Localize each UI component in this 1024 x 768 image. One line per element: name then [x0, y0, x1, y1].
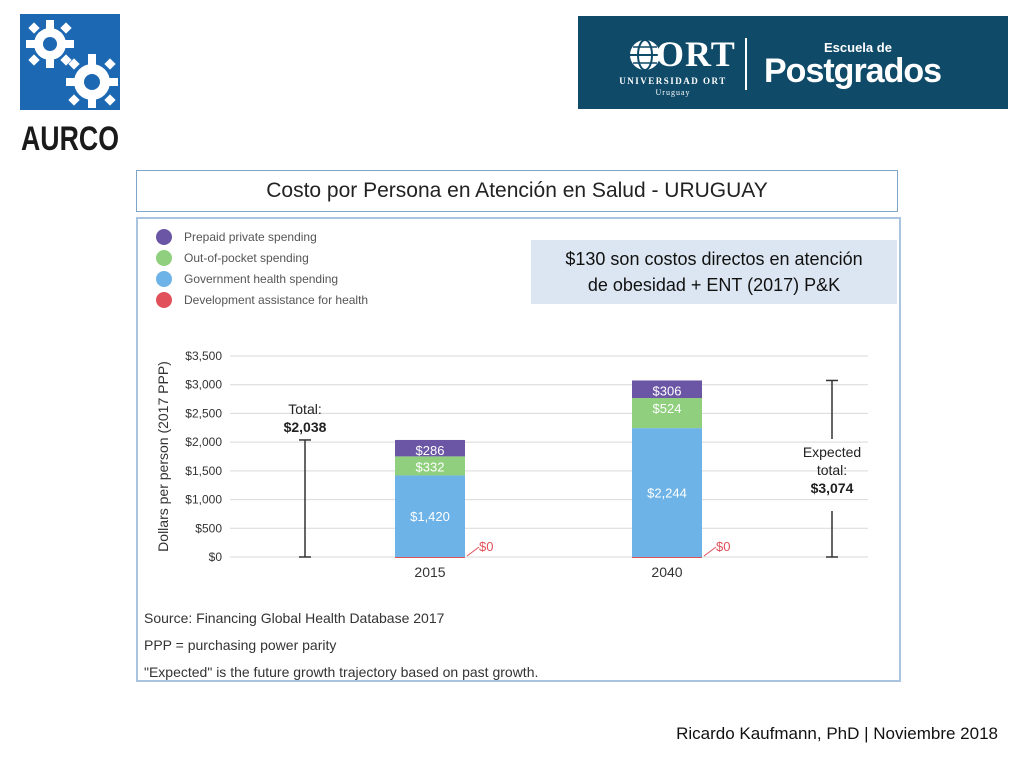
slide-footer: Ricardo Kaufmann, PhD | Noviembre 2018	[676, 724, 998, 743]
school-label: Escuela de	[824, 40, 892, 55]
postgrados-label: Postgrados	[764, 52, 942, 90]
y-axis-label: Dollars per person (2017 PPP)	[155, 361, 171, 552]
legend-swatch	[156, 292, 172, 308]
zero-label: $0	[479, 539, 493, 554]
source-note: "Expected" is the future growth trajecto…	[144, 664, 538, 680]
data-label: $332	[416, 459, 445, 474]
legend-swatch	[156, 229, 172, 245]
y-tick-label: $500	[195, 521, 222, 535]
data-label: $2,244	[647, 486, 687, 501]
legend-swatch	[156, 250, 172, 266]
aurco-logo: AURCO	[20, 14, 120, 156]
bar-segment	[395, 439, 465, 457]
y-tick-label: $0	[209, 550, 223, 564]
expected-total-label: $3,074	[811, 480, 854, 496]
leader-line	[466, 546, 480, 557]
callout-line-1: $130 son costos directos en atención	[565, 249, 863, 269]
x-tick-label: 2040	[651, 564, 682, 580]
data-label: $286	[416, 443, 445, 458]
source-note: PPP = purchasing power parity	[144, 637, 336, 653]
ort-postgrados-banner: ORT UNIVERSIDAD ORT Uruguay Escuela de P…	[578, 16, 1008, 109]
zero-label: $0	[716, 539, 730, 554]
y-tick-label: $3,000	[185, 378, 222, 392]
legend-label: Government health spending	[184, 272, 338, 286]
y-tick-label: $2,500	[185, 406, 222, 420]
data-label: $306	[653, 383, 682, 398]
leader-line	[703, 546, 717, 557]
legend-label: Development assistance for health	[184, 293, 368, 307]
legend-label: Prepaid private spending	[184, 230, 317, 244]
ort-country-line: Uruguay	[655, 88, 691, 97]
logo-divider	[745, 38, 747, 90]
bar-segment	[632, 398, 702, 429]
y-tick-label: $2,000	[185, 435, 222, 449]
data-label: $524	[653, 401, 682, 416]
ort-wordmark: ORT	[656, 34, 736, 74]
globe-icon	[630, 39, 660, 71]
legend-label: Out-of-pocket spending	[184, 251, 309, 265]
y-tick-label: $3,500	[185, 349, 222, 363]
aurco-logo-text: AURCO	[21, 120, 119, 156]
expected-total-label: total:	[817, 462, 847, 478]
bar-segment	[632, 428, 702, 557]
bar-segment	[632, 380, 702, 399]
slide-title-text: Costo por Persona en Atención en Salud -…	[266, 179, 768, 202]
slide-title: Costo por Persona en Atención en Salud -…	[136, 170, 898, 212]
obesity-callout: $130 son costos directos en atención de …	[531, 240, 897, 304]
bar-segment	[395, 475, 465, 557]
data-label: $1,420	[410, 509, 450, 524]
y-tick-label: $1,500	[185, 464, 222, 478]
total-label: Total:	[288, 401, 321, 417]
y-tick-label: $1,000	[185, 493, 222, 507]
ort-university-line: UNIVERSIDAD ORT	[619, 76, 727, 86]
legend-swatch	[156, 271, 172, 287]
callout-line-2: de obesidad + ENT (2017) P&K	[587, 275, 841, 295]
stacked-bar-chart: Prepaid private spending Out-of-pocket sp…	[144, 229, 868, 680]
chart-frame: Prepaid private spending Out-of-pocket sp…	[136, 217, 901, 682]
bar-segment	[395, 456, 465, 476]
source-note: Source: Financing Global Health Database…	[144, 610, 445, 626]
x-tick-label: 2015	[414, 564, 445, 580]
expected-total-label: Expected	[803, 444, 861, 460]
total-label: $2,038	[284, 419, 327, 435]
